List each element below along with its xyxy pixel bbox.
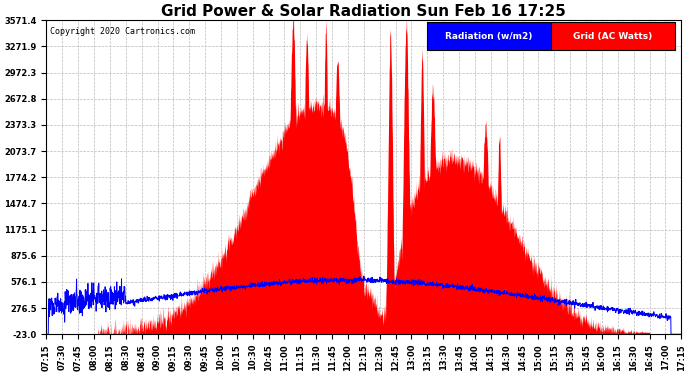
FancyBboxPatch shape bbox=[427, 22, 551, 50]
Text: Grid (AC Watts): Grid (AC Watts) bbox=[573, 32, 652, 40]
Text: Copyright 2020 Cartronics.com: Copyright 2020 Cartronics.com bbox=[50, 27, 195, 36]
FancyBboxPatch shape bbox=[551, 22, 675, 50]
Title: Grid Power & Solar Radiation Sun Feb 16 17:25: Grid Power & Solar Radiation Sun Feb 16 … bbox=[161, 4, 566, 19]
Text: Radiation (w/m2): Radiation (w/m2) bbox=[445, 32, 533, 40]
